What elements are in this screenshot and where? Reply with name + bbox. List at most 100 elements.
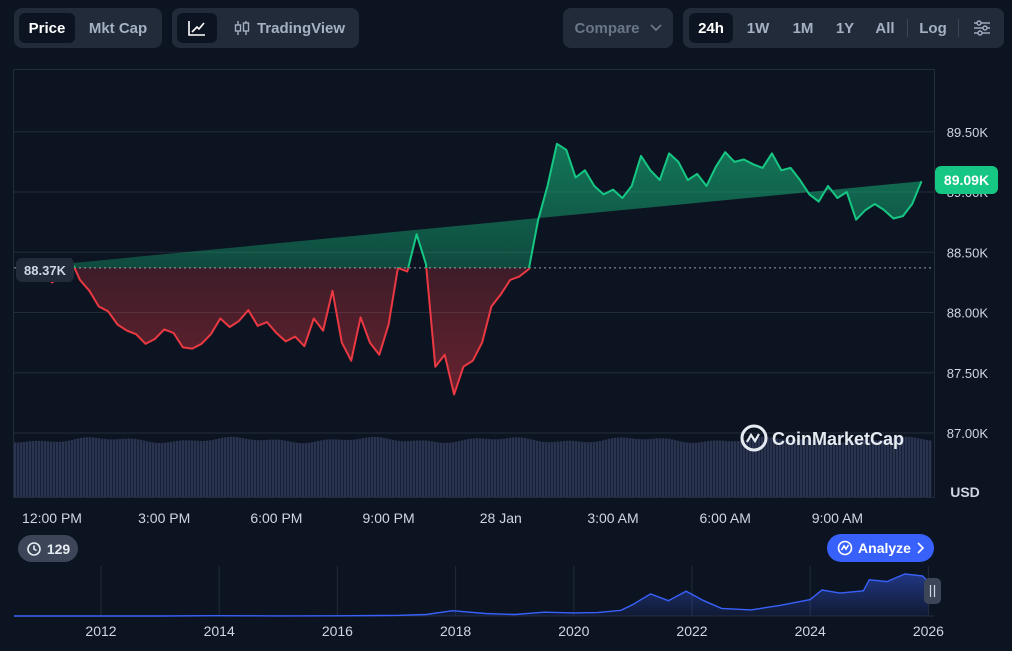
volume-bar	[110, 439, 113, 497]
watermark-text: CoinMarketCap	[772, 429, 904, 449]
volume-bar	[758, 437, 761, 497]
volume-bar	[854, 440, 857, 497]
volume-bar	[644, 439, 647, 497]
volume-bar	[80, 437, 83, 497]
volume-bar	[98, 438, 101, 497]
volume-bar	[830, 442, 833, 497]
history-count: 129	[46, 540, 71, 557]
range-all[interactable]: All	[875, 19, 895, 37]
volume-bar	[359, 438, 362, 497]
volume-bar	[239, 437, 242, 497]
volume-bar	[146, 441, 149, 497]
volume-bar	[677, 440, 680, 497]
volume-bar	[626, 437, 629, 497]
volume-bar	[290, 441, 293, 497]
analyze-button[interactable]: Analyze	[827, 534, 934, 562]
volume-bar	[422, 440, 425, 497]
volume-bar	[797, 439, 800, 497]
volume-bar	[467, 439, 470, 497]
volume-bar	[785, 439, 788, 497]
range-24h[interactable]: 24h	[689, 13, 733, 43]
volume-bar	[500, 438, 503, 497]
y-tick-label: 88.50K	[947, 245, 989, 260]
volume-bar	[869, 439, 872, 497]
volume-bar	[431, 441, 434, 497]
volume-bar	[926, 440, 929, 497]
sliders-icon	[974, 20, 990, 36]
volume-bar	[833, 443, 836, 497]
volume-bar	[734, 441, 737, 497]
volume-bar	[836, 443, 839, 497]
volume-bar	[494, 439, 497, 497]
volume-bar	[536, 440, 539, 497]
chevron-right-icon	[917, 542, 924, 554]
volume-bar	[584, 442, 587, 497]
x-tick-label: 9:00 PM	[363, 510, 415, 526]
volume-bar	[104, 439, 107, 497]
range-1y[interactable]: 1Y	[835, 19, 855, 37]
volume-bar	[395, 440, 398, 497]
volume-bar	[50, 441, 53, 497]
log-scale-button[interactable]: Log	[919, 19, 947, 37]
volume-bar	[506, 438, 509, 497]
candlestick-icon	[234, 21, 250, 35]
volume-bar	[695, 442, 698, 497]
volume-bar	[326, 439, 329, 497]
compare-label: Compare	[563, 13, 673, 43]
volume-bar	[839, 442, 842, 497]
range-1w[interactable]: 1W	[746, 19, 770, 37]
volume-bar	[332, 439, 335, 497]
volume-bar	[170, 441, 173, 497]
volume-bar	[824, 442, 827, 497]
volume-bar	[659, 438, 662, 497]
volume-bar	[740, 440, 743, 497]
volume-bar	[275, 439, 278, 497]
volume-bar	[56, 441, 59, 497]
volume-bar	[59, 441, 62, 497]
tradingview-button[interactable]: TradingView	[224, 13, 354, 43]
volume-bar	[713, 440, 716, 497]
mkt-cap-tab[interactable]: Mkt Cap	[88, 19, 148, 37]
volume-bar	[662, 438, 665, 497]
volume-bar	[611, 438, 614, 497]
volume-bar	[383, 437, 386, 497]
volume-bar	[851, 440, 854, 497]
volume-bar	[311, 442, 314, 497]
settings-button[interactable]	[964, 13, 1000, 43]
volume-bar	[518, 437, 521, 497]
volume-bar	[650, 438, 653, 497]
volume-bar	[209, 440, 212, 497]
volume-bar	[911, 437, 914, 497]
volume-bar	[194, 440, 197, 497]
volume-bar	[380, 437, 383, 497]
volume-bar	[806, 439, 809, 497]
history-navigator[interactable]: 2012 2014 2016 2018 2020 2022 2024 2026	[0, 566, 1012, 648]
line-chart-button[interactable]	[177, 13, 217, 43]
volume-bar	[344, 439, 347, 497]
volume-bar	[215, 439, 218, 497]
range-1m[interactable]: 1M	[792, 19, 814, 37]
x-tick-label: 28 Jan	[480, 510, 522, 526]
navigator-handle[interactable]	[924, 578, 941, 604]
compare-dropdown[interactable]: Compare	[563, 8, 673, 48]
volume-bar	[623, 437, 626, 497]
volume-bar	[671, 439, 674, 497]
volume-bar	[731, 441, 734, 497]
volume-bar	[794, 439, 797, 497]
volume-bar	[392, 439, 395, 497]
volume-bar	[848, 441, 851, 497]
history-count-badge[interactable]: 129	[18, 535, 78, 562]
volume-bar	[614, 437, 617, 497]
price-tab[interactable]: Price	[19, 13, 75, 43]
volume-bar	[410, 440, 413, 497]
volume-bar	[425, 440, 428, 497]
volume-bar	[476, 438, 479, 497]
volume-bar	[41, 440, 44, 497]
volume-bar	[89, 437, 92, 497]
volume-bar	[473, 438, 476, 497]
volume-bar	[101, 438, 104, 497]
volume-bar	[764, 436, 767, 497]
volume-bar	[872, 440, 875, 497]
start-price-label: 88.37K	[16, 258, 74, 282]
